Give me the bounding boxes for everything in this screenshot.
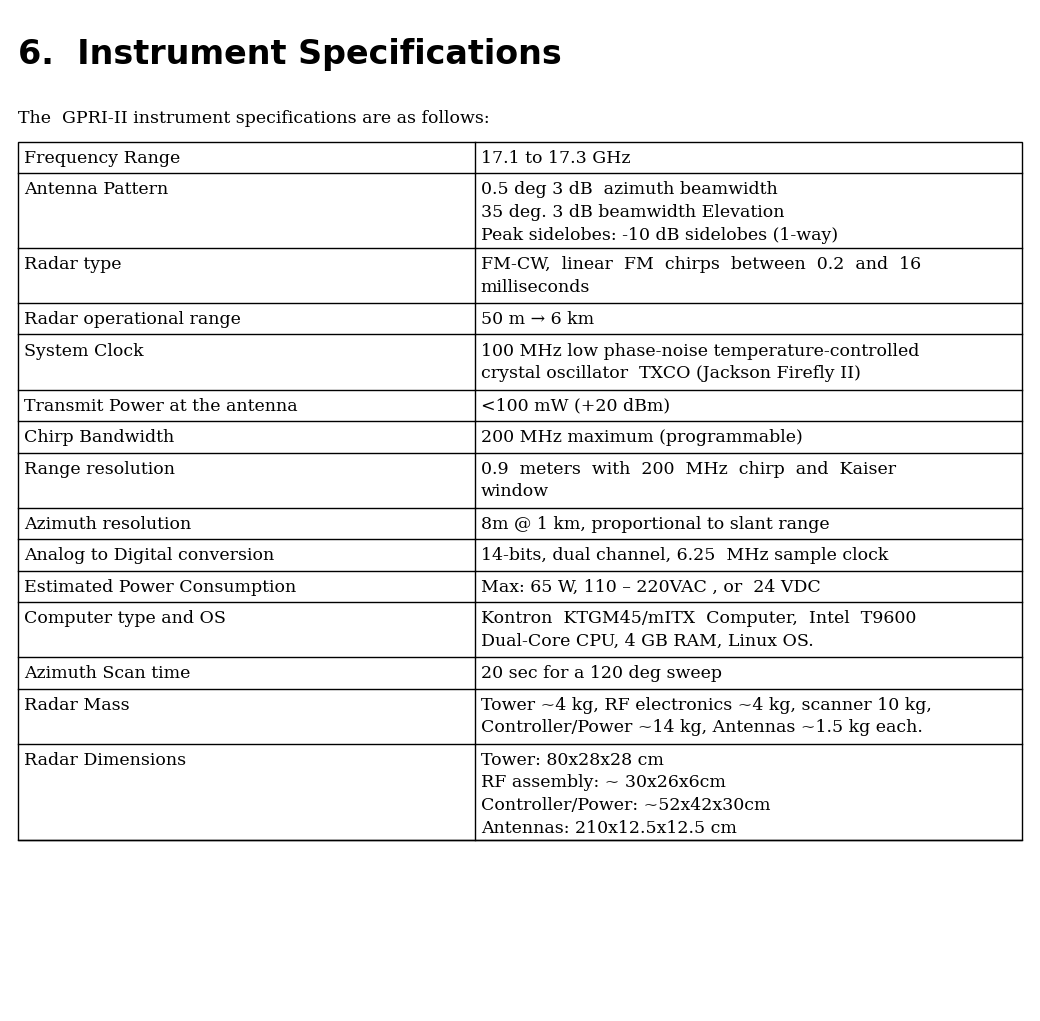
Text: 14-bits, dual channel, 6.25  MHz sample clock: 14-bits, dual channel, 6.25 MHz sample c… xyxy=(480,547,888,564)
Text: FM-CW,  linear  FM  chirps  between  0.2  and  16
milliseconds: FM-CW, linear FM chirps between 0.2 and … xyxy=(480,256,921,296)
Text: Radar operational range: Radar operational range xyxy=(24,311,241,328)
Text: 100 MHz low phase-noise temperature-controlled
crystal oscillator  TXCO (Jackson: 100 MHz low phase-noise temperature-cont… xyxy=(480,342,919,382)
Text: Antenna Pattern: Antenna Pattern xyxy=(24,182,168,198)
Text: Tower: 80x28x28 cm
RF assembly: ~ 30x26x6cm
Controller/Power: ~52x42x30cm
Antenn: Tower: 80x28x28 cm RF assembly: ~ 30x26x… xyxy=(480,751,771,837)
Text: System Clock: System Clock xyxy=(24,342,144,359)
Text: Chirp Bandwidth: Chirp Bandwidth xyxy=(24,429,175,446)
Text: Computer type and OS: Computer type and OS xyxy=(24,610,226,627)
Text: 20 sec for a 120 deg sweep: 20 sec for a 120 deg sweep xyxy=(480,665,722,682)
Text: <100 mW (+20 dBm): <100 mW (+20 dBm) xyxy=(480,397,670,415)
Text: Azimuth Scan time: Azimuth Scan time xyxy=(24,665,190,682)
Text: 0.9  meters  with  200  MHz  chirp  and  Kaiser
window: 0.9 meters with 200 MHz chirp and Kaiser… xyxy=(480,460,895,500)
Text: The  GPRI-II instrument specifications are as follows:: The GPRI-II instrument specifications ar… xyxy=(18,110,490,127)
Text: Radar Dimensions: Radar Dimensions xyxy=(24,751,186,769)
Text: Kontron  KTGM45/mITX  Computer,  Intel  T9600
Dual-Core CPU, 4 GB RAM, Linux OS.: Kontron KTGM45/mITX Computer, Intel T960… xyxy=(480,610,916,649)
Text: Tower ~4 kg, RF electronics ~4 kg, scanner 10 kg,
Controller/Power ~14 kg, Anten: Tower ~4 kg, RF electronics ~4 kg, scann… xyxy=(480,696,932,736)
Text: 6.  Instrument Specifications: 6. Instrument Specifications xyxy=(18,38,562,71)
Text: 17.1 to 17.3 GHz: 17.1 to 17.3 GHz xyxy=(480,150,630,167)
Text: Azimuth resolution: Azimuth resolution xyxy=(24,516,191,533)
Text: 0.5 deg 3 dB  azimuth beamwidth
35 deg. 3 dB beamwidth Elevation
Peak sidelobes:: 0.5 deg 3 dB azimuth beamwidth 35 deg. 3… xyxy=(480,182,838,244)
Text: Radar type: Radar type xyxy=(24,256,122,273)
Text: Max: 65 W, 110 – 220VAC , or  24 VDC: Max: 65 W, 110 – 220VAC , or 24 VDC xyxy=(480,579,821,595)
Text: Radar Mass: Radar Mass xyxy=(24,696,130,714)
Text: Estimated Power Consumption: Estimated Power Consumption xyxy=(24,579,296,595)
Text: Analog to Digital conversion: Analog to Digital conversion xyxy=(24,547,275,564)
Text: Transmit Power at the antenna: Transmit Power at the antenna xyxy=(24,397,297,415)
Text: 8m @ 1 km, proportional to slant range: 8m @ 1 km, proportional to slant range xyxy=(480,516,830,533)
Text: 50 m → 6 km: 50 m → 6 km xyxy=(480,311,594,328)
Text: Range resolution: Range resolution xyxy=(24,460,175,478)
Bar xyxy=(18,142,1022,839)
Text: Frequency Range: Frequency Range xyxy=(24,150,180,167)
Text: 200 MHz maximum (programmable): 200 MHz maximum (programmable) xyxy=(480,429,803,446)
